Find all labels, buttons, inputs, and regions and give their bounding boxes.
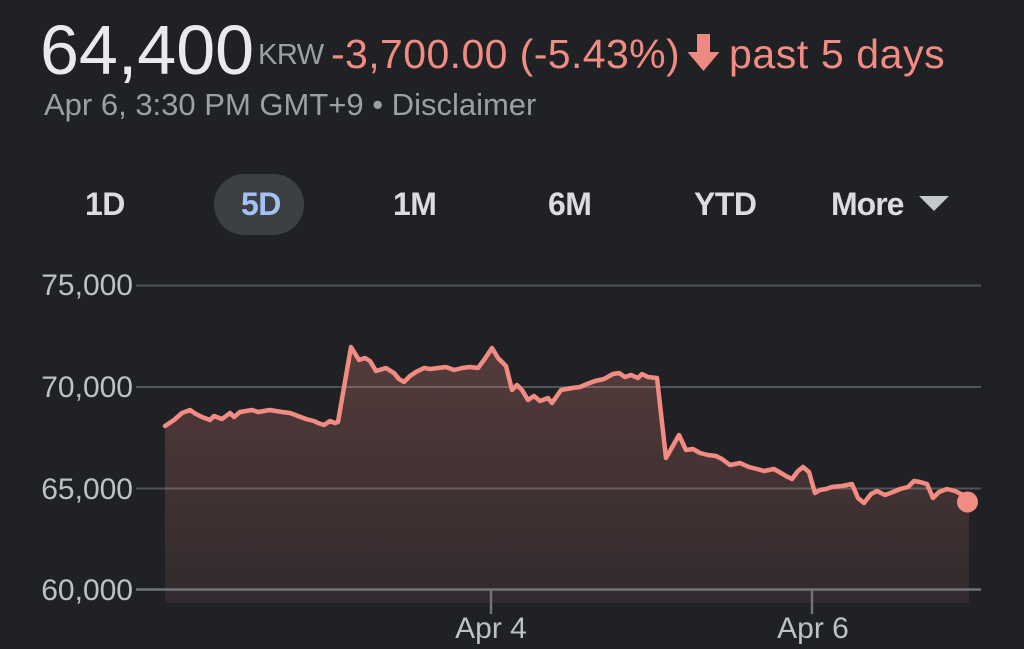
svg-text:60,000: 60,000	[41, 574, 133, 607]
svg-text:Apr 6: Apr 6	[777, 612, 849, 645]
svg-text:75,000: 75,000	[41, 269, 133, 302]
svg-text:Apr 4: Apr 4	[455, 612, 527, 645]
svg-text:70,000: 70,000	[41, 371, 133, 404]
svg-text:65,000: 65,000	[41, 473, 133, 506]
